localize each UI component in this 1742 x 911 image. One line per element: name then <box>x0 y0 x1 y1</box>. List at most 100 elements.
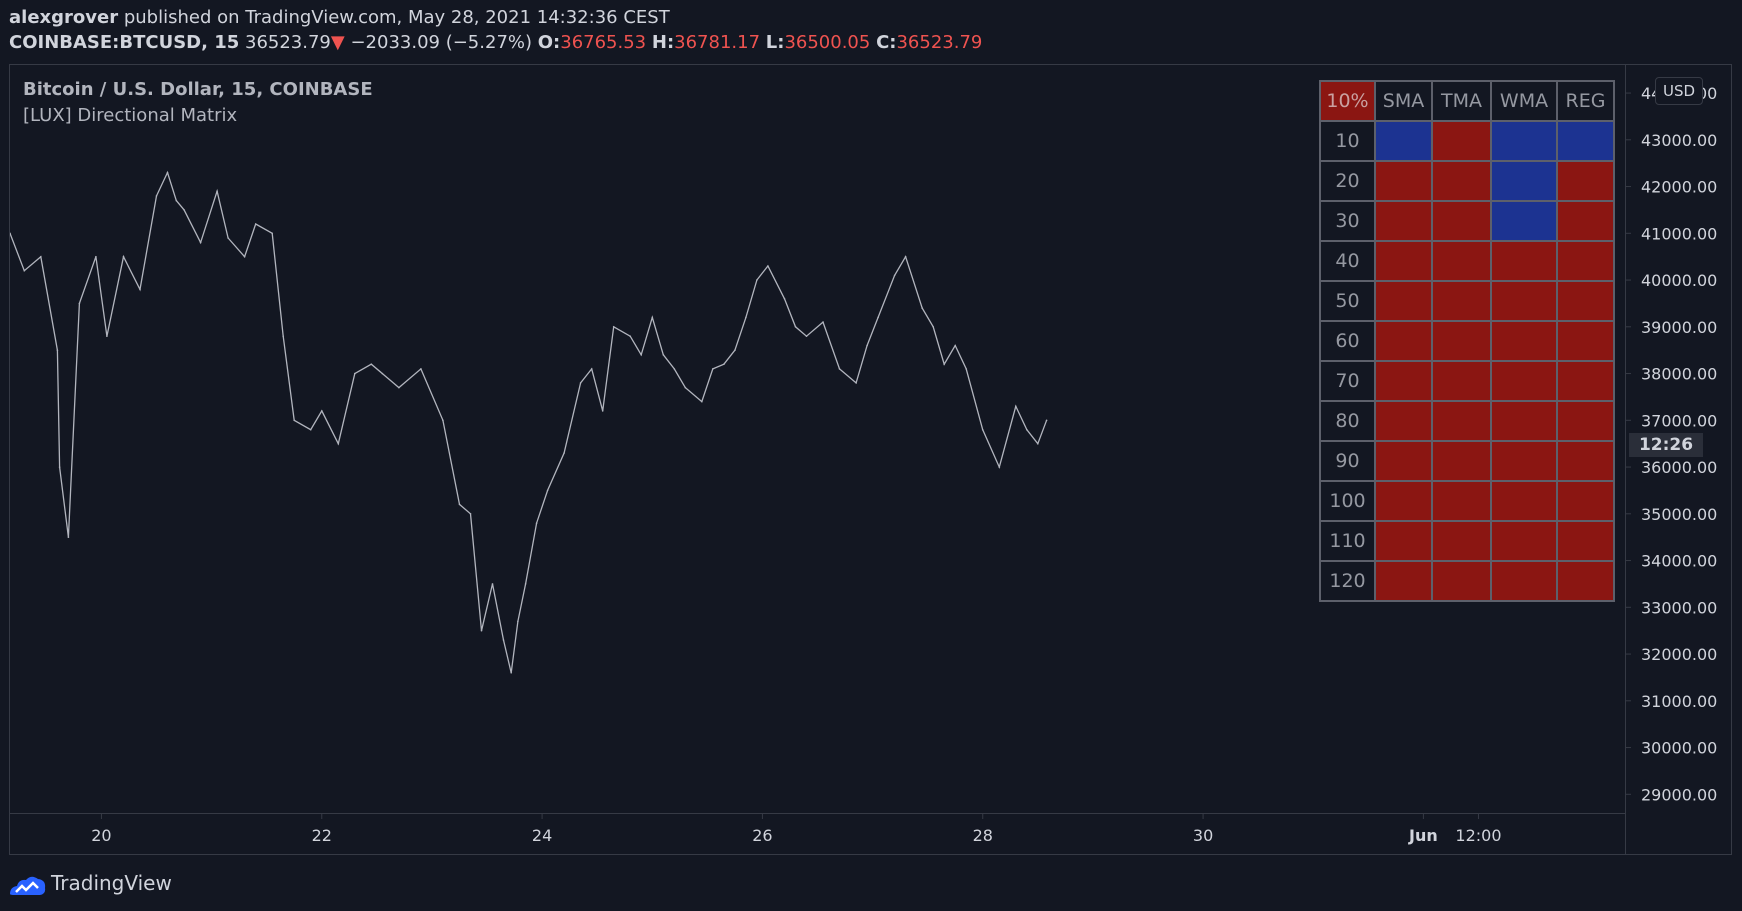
matrix-period-label: 40 <box>1319 240 1376 282</box>
matrix-cell-bear <box>1490 400 1558 442</box>
price-point <box>78 302 81 305</box>
chart-frame <box>9 64 1732 855</box>
price-point <box>58 466 61 468</box>
price-point <box>227 237 229 239</box>
price-point <box>1015 405 1017 408</box>
series-legend[interactable]: Bitcoin / U.S. Dollar, 15, COINBASE <box>23 79 373 100</box>
matrix-period-label: 70 <box>1319 360 1376 402</box>
high-label: H: <box>651 32 675 53</box>
matrix-cell-bear <box>1431 360 1492 402</box>
x-tick-label: 22 <box>312 826 332 845</box>
price-point <box>56 349 59 352</box>
matrix-cell-bear <box>1431 240 1492 282</box>
matrix-row: 50 <box>1319 280 1615 322</box>
x-tick-label: 20 <box>91 826 111 845</box>
matrix-cell-bull <box>1490 120 1558 162</box>
price-point <box>640 354 642 356</box>
price-point <box>1037 442 1039 445</box>
indicator-legend[interactable]: [LUX] Directional Matrix <box>23 105 238 126</box>
matrix-cell-bear <box>1556 360 1615 402</box>
price-point <box>838 368 841 370</box>
price-point <box>524 583 527 585</box>
matrix-cell-bear <box>1374 320 1433 362</box>
matrix-cell-bear <box>1490 360 1558 402</box>
price-point <box>893 274 896 277</box>
matrix-cell-bull <box>1374 120 1433 162</box>
x-tick-label: 26 <box>752 826 772 845</box>
y-tick-label: 33000.00 <box>1641 598 1717 617</box>
matrix-cell-bear <box>1431 440 1492 482</box>
price-point <box>546 489 549 492</box>
y-tick-label: 37000.00 <box>1641 411 1717 430</box>
price-axis[interactable]: 29000.00 30000.00 31000.00 32000.00 33000.00… <box>1625 65 1732 855</box>
price-point <box>563 452 565 454</box>
matrix-cell-bear <box>1374 200 1433 242</box>
matrix-row: 100 <box>1319 480 1615 522</box>
x-tick-label: 24 <box>532 826 552 845</box>
price-point <box>370 363 373 366</box>
close-label: C: <box>876 32 897 53</box>
matrix-row: 80 <box>1319 400 1615 442</box>
price-point <box>67 536 70 538</box>
series-title: Bitcoin / U.S. Dollar, 15, COINBASE <box>23 79 373 100</box>
price-point <box>502 639 505 641</box>
price-point <box>794 326 797 328</box>
price-point <box>517 620 519 623</box>
price-point <box>155 195 158 197</box>
price-point <box>877 316 879 319</box>
price-point <box>139 288 141 291</box>
price-point <box>183 209 185 211</box>
author-name[interactable]: alexgrover <box>9 7 119 28</box>
price-point <box>10 232 11 235</box>
price-point <box>354 372 356 375</box>
matrix-cell-bear <box>1556 200 1615 242</box>
matrix-cell-bear <box>1556 440 1615 482</box>
matrix-cell-bear <box>1556 480 1615 522</box>
time-axis[interactable]: 20 22 24 26 28 30 Jun 12:00 <box>10 813 1625 855</box>
published-text: published on TradingView.com, May 28, 20… <box>123 7 670 28</box>
matrix-row: 120 <box>1319 560 1615 602</box>
price-change: −2033.09 (−5.27%) <box>350 32 533 53</box>
down-arrow-icon: ▼ <box>330 32 345 53</box>
price-point <box>767 265 769 267</box>
price-point <box>756 279 758 281</box>
y-tick-label: 41000.00 <box>1641 224 1717 243</box>
price-point <box>106 335 108 338</box>
price-point <box>651 316 654 319</box>
y-tick-label: 34000.00 <box>1641 552 1717 571</box>
price-point <box>480 629 483 632</box>
price-point <box>469 513 472 515</box>
matrix-cell-bear <box>1374 240 1433 282</box>
matrix-cell-bear <box>1431 520 1492 562</box>
matrix-col-tma: TMA <box>1431 80 1492 122</box>
matrix-col-wma: WMA <box>1490 80 1558 122</box>
matrix-period-label: 90 <box>1319 440 1376 482</box>
matrix-cell-bear <box>1431 200 1492 242</box>
matrix-cell-bear <box>1490 560 1558 602</box>
matrix-row: 60 <box>1319 320 1615 362</box>
matrix-corner-cell: 10% <box>1319 80 1376 122</box>
price-point <box>745 316 747 319</box>
currency-button[interactable]: USD <box>1655 77 1703 105</box>
price-point <box>805 335 808 338</box>
matrix-row: 30 <box>1319 200 1615 242</box>
matrix-cell-bear <box>1490 280 1558 322</box>
price-point <box>442 419 444 422</box>
price-point <box>271 232 274 235</box>
price-point <box>309 428 312 431</box>
matrix-period-label: 10 <box>1319 120 1376 162</box>
price-point <box>822 321 824 323</box>
publish-info: alexgrover published on TradingView.com,… <box>9 7 670 28</box>
price-point <box>510 672 512 674</box>
matrix-cell-bear <box>1374 360 1433 402</box>
matrix-cell-bear <box>1490 520 1558 562</box>
matrix-cell-bear <box>1374 480 1433 522</box>
tradingview-logo-icon <box>10 876 46 895</box>
price-chart[interactable] <box>10 65 1625 813</box>
y-tick-label: 36000.00 <box>1641 458 1717 477</box>
price-point <box>398 386 400 389</box>
price-point <box>855 382 857 384</box>
matrix-period-label: 60 <box>1319 320 1376 362</box>
price-point <box>629 335 631 338</box>
price-point <box>601 410 604 412</box>
